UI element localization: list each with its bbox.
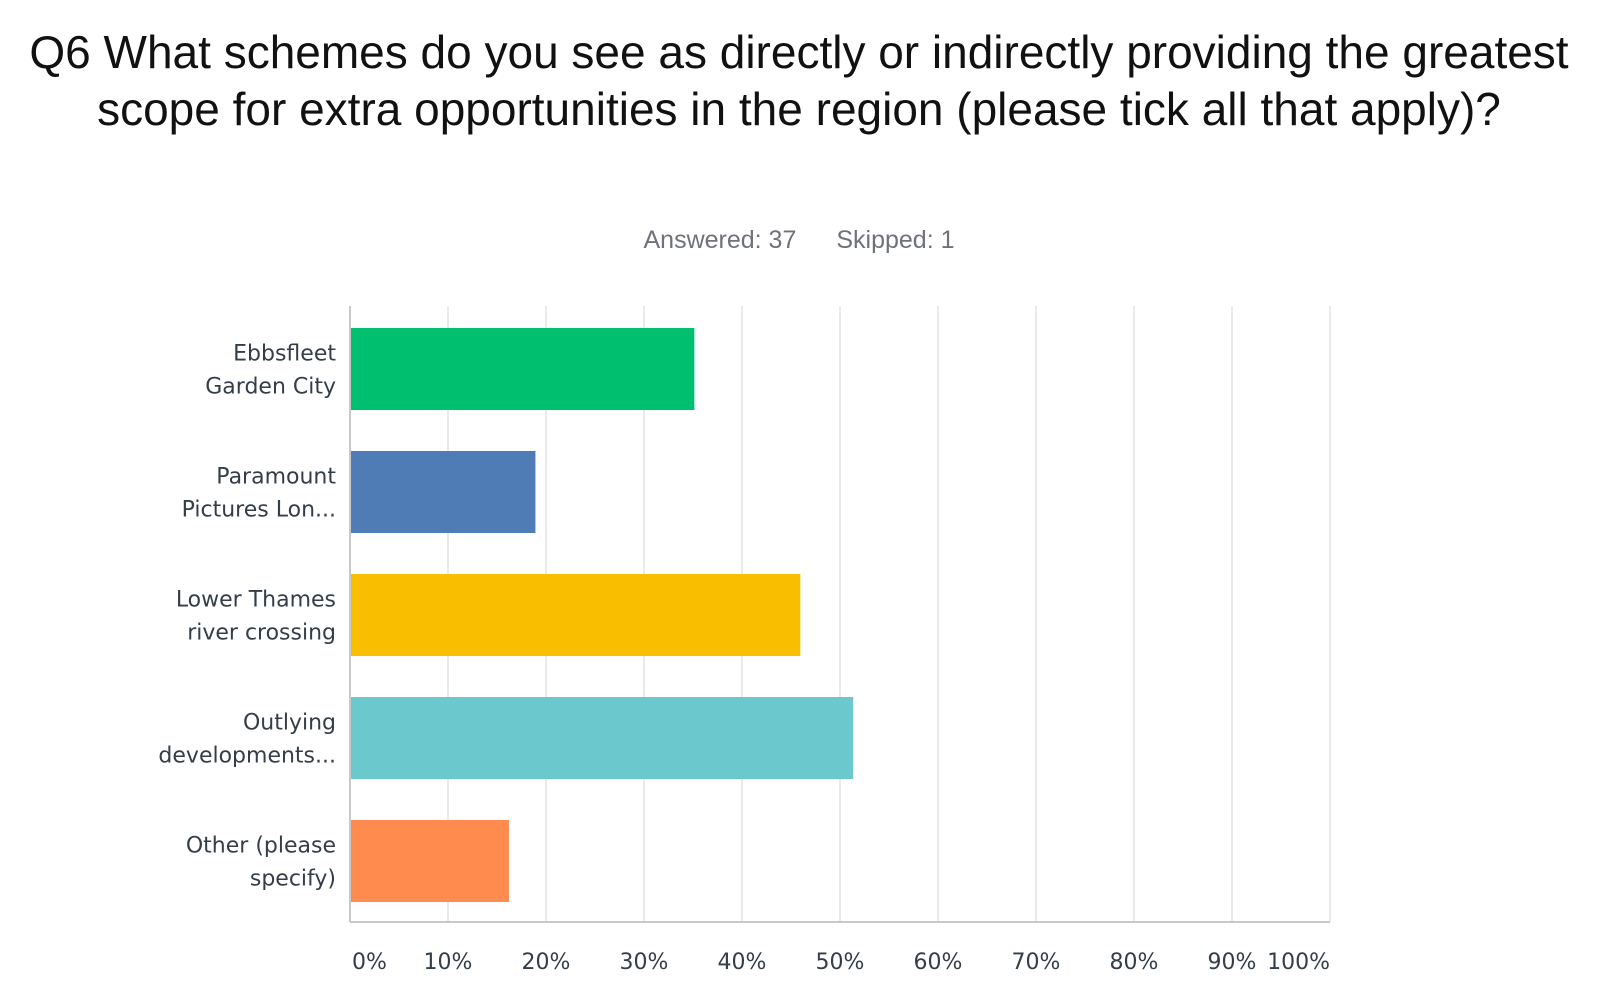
x-tick-label: 60% xyxy=(914,950,963,975)
x-tick-label: 30% xyxy=(620,950,669,975)
category-label: Lower Thames river crossing xyxy=(176,588,336,646)
x-tick-label: 20% xyxy=(522,950,571,975)
category-label-line: developments... xyxy=(158,744,336,769)
bar xyxy=(350,328,695,410)
response-stats: Answered: 37 Skipped: 1 xyxy=(0,226,1598,255)
bar xyxy=(350,697,854,779)
category-label: Other (please specify) xyxy=(186,834,336,892)
category-label-line: Garden City xyxy=(205,375,336,400)
category-label-line: river crossing xyxy=(187,621,336,646)
category-labels: Ebbsfleet Garden City Paramount Pictures Lo… xyxy=(158,342,336,892)
x-tick-label: 0% xyxy=(352,950,387,975)
category-label-line: Outlying xyxy=(243,711,336,736)
bar xyxy=(350,820,509,902)
x-tick-label: 80% xyxy=(1110,950,1159,975)
x-tick-label: 90% xyxy=(1208,950,1257,975)
x-tick-label: 70% xyxy=(1012,950,1061,975)
x-tick-label: 40% xyxy=(718,950,767,975)
category-label: Paramount Pictures Lon... xyxy=(182,465,337,523)
x-tick-label: 100% xyxy=(1267,950,1330,975)
bar xyxy=(350,451,536,533)
category-label: Outlying developments... xyxy=(158,711,336,769)
category-label-line: Paramount xyxy=(216,465,336,490)
category-label-line: Pictures Lon... xyxy=(182,498,336,523)
category-label-line: specify) xyxy=(250,867,336,892)
category-label: Ebbsfleet Garden City xyxy=(205,342,336,400)
chart-title: Q6 What schemes do you see as directly o… xyxy=(29,26,1569,135)
skipped-count: Skipped: 1 xyxy=(836,226,955,254)
bar xyxy=(350,574,801,656)
bars xyxy=(350,328,854,902)
x-tick-label: 50% xyxy=(816,950,865,975)
answered-count: Answered: 37 xyxy=(643,226,797,254)
category-label-line: Other (please xyxy=(186,834,336,859)
tick-labels: 0% 10% 20% 30% 40% 50% 60% 70% 80% 90% 100% xyxy=(352,950,1330,975)
category-label-line: Lower Thames xyxy=(176,588,336,613)
category-label-line: Ebbsfleet xyxy=(233,342,336,367)
axes xyxy=(349,306,1330,923)
x-tick-label: 10% xyxy=(424,950,473,975)
